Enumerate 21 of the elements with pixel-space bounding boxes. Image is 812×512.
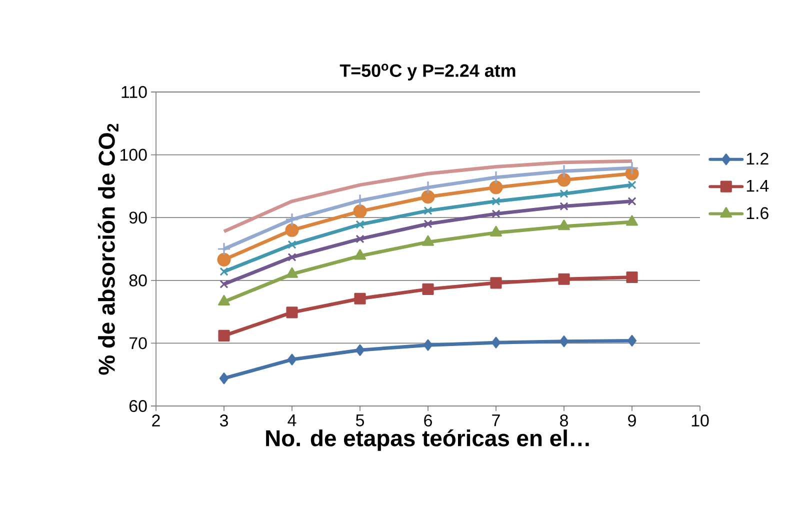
y-tick-label: 60 bbox=[130, 400, 147, 412]
x-tick-label: 4 bbox=[288, 414, 296, 426]
x-tick-label: 6 bbox=[424, 414, 432, 427]
legend-label: 1.4 bbox=[746, 180, 769, 192]
x-tick-label: 9 bbox=[628, 414, 636, 427]
y-tick-label: 100 bbox=[120, 148, 147, 161]
legend-label: 1.6 bbox=[746, 207, 768, 220]
chart-title: T=50$^{o}$C y P=2.24 atm bbox=[340, 64, 516, 80]
x-axis-title: No. de etapas teóricas en el… bbox=[266, 429, 589, 451]
x-tick-label: 7 bbox=[492, 414, 500, 426]
x-tick-label: 8 bbox=[560, 414, 568, 427]
x-tick-label: 2 bbox=[152, 414, 160, 426]
x-tick-label: 5 bbox=[356, 414, 364, 426]
y-tick-label: 110 bbox=[122, 86, 147, 98]
legend-label: 1.2 bbox=[746, 152, 768, 165]
y-tick-label: 80 bbox=[129, 274, 147, 286]
x-tick-label: 3 bbox=[220, 414, 228, 427]
x-tick-label: 10 bbox=[692, 414, 709, 427]
y-axis-title: % de absorción de CO$_{2}$ bbox=[98, 124, 118, 375]
y-tick-label: 90 bbox=[129, 212, 147, 224]
y-tick-label: 70 bbox=[130, 337, 147, 350]
